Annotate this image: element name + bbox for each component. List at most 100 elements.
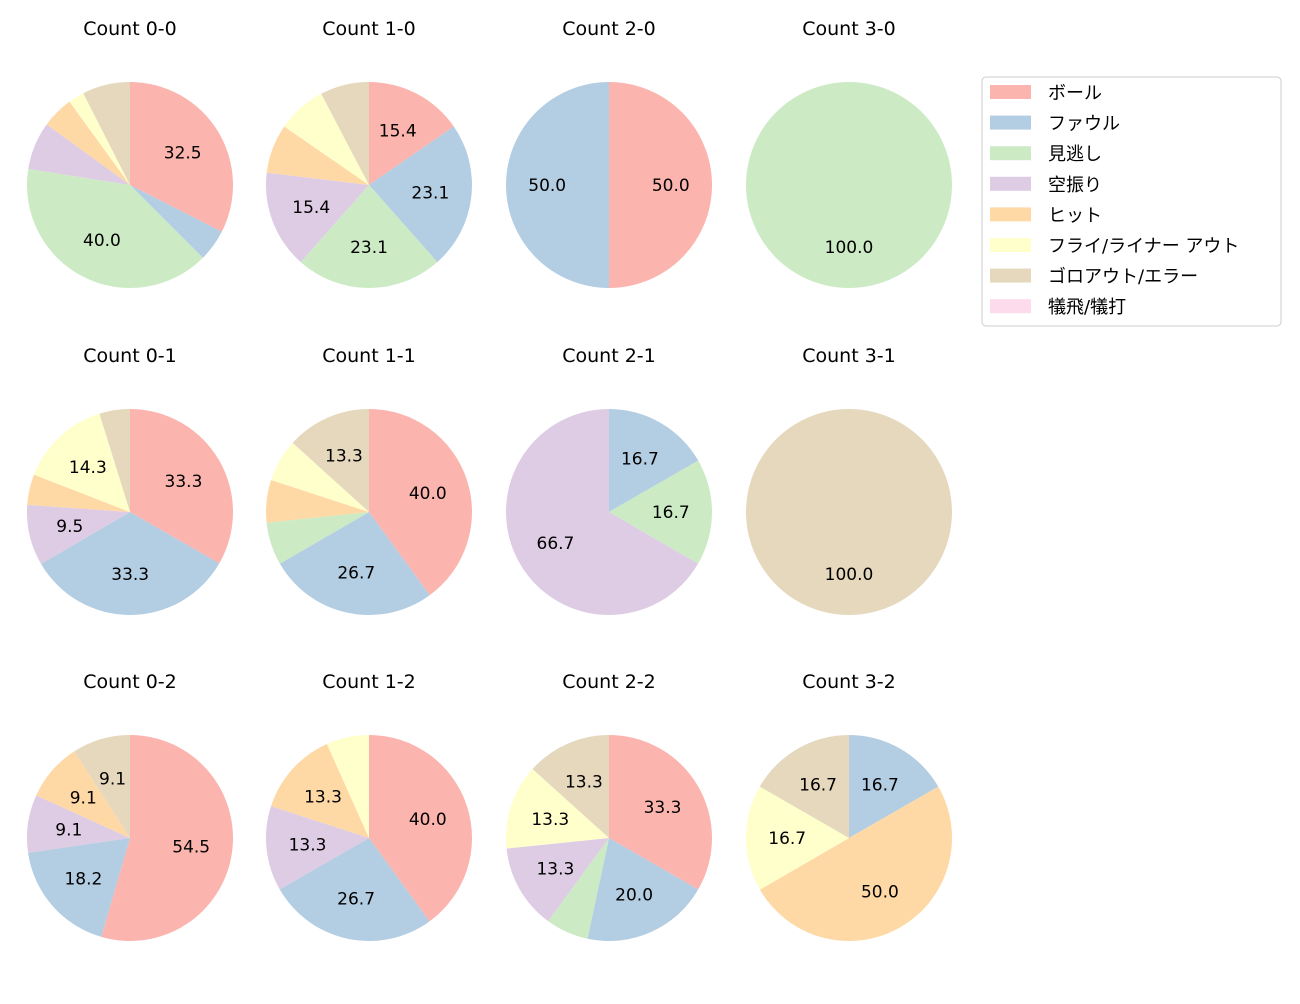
legend-label: ゴロアウト/エラー	[1048, 267, 1198, 288]
pie-slice	[26, 168, 203, 289]
pie-slice	[532, 735, 609, 838]
pie-chart: Count 3-2 16.7 50.0 16.7 16.7	[745, 671, 952, 941]
slice-value-label: 15.4	[379, 121, 417, 141]
pie-chart: Count 1-1 40.0 26.7 13.3	[266, 345, 472, 615]
pie-slice	[321, 82, 369, 185]
slice-value-label: 13.3	[531, 810, 569, 830]
pie-slice	[369, 126, 473, 263]
pie-slice	[266, 480, 369, 523]
slice-value-label: 40.0	[409, 484, 447, 504]
pie-slice	[609, 460, 712, 564]
slice-value-label: 23.1	[411, 183, 449, 203]
slice-value-label: 66.7	[537, 534, 575, 554]
slice-value-label: 15.4	[292, 198, 330, 218]
slice-value-label: 40.0	[83, 231, 121, 251]
slice-value-label: 13.3	[565, 773, 603, 793]
pie-slice	[369, 735, 473, 922]
slice-value-label: 26.7	[337, 889, 375, 909]
pie-slice	[271, 743, 369, 838]
slice-value-label: 33.3	[111, 565, 149, 585]
legend-label: ファウル	[1048, 114, 1120, 135]
pie-slice	[506, 409, 699, 615]
pie-chart: Count 2-2 33.3 20.0 13.3 13.3 13.3	[506, 671, 712, 941]
slice-value-label: 100.0	[825, 565, 874, 585]
pie-slice	[746, 409, 952, 615]
slice-value-label: 23.1	[350, 238, 388, 258]
pie-slice	[506, 838, 609, 922]
legend-swatch	[990, 85, 1031, 99]
legend-label: 空振り	[1048, 175, 1102, 196]
slice-value-label: 16.7	[861, 775, 899, 795]
pie-slice	[746, 82, 952, 288]
pie-slice	[587, 838, 699, 941]
slice-value-label: 16.7	[652, 503, 690, 523]
pie-slice	[284, 93, 369, 185]
pie-slice	[279, 838, 430, 942]
legend-label: ボール	[1048, 83, 1102, 104]
legend-swatch	[990, 176, 1031, 191]
pie-title: Count 2-0	[562, 18, 656, 40]
pie-slice	[609, 735, 712, 890]
pie-chart: Count 0-0 32.5 40.0	[26, 18, 233, 289]
slice-value-label: 54.5	[172, 838, 210, 858]
pie-slice	[266, 126, 369, 185]
pie-title: Count 0-2	[83, 671, 177, 693]
pie-slice	[292, 409, 369, 512]
legend-swatch	[990, 115, 1031, 130]
slice-value-label: 32.5	[164, 144, 202, 164]
pie-slice	[101, 735, 233, 942]
pie-chart: Count 1-0 15.4 23.1 23.1 15.4	[266, 18, 473, 288]
pie-slice	[506, 82, 609, 288]
pie-slice	[326, 735, 369, 838]
pie-slice	[33, 413, 130, 512]
legend-label: 見逃し	[1048, 144, 1102, 165]
pie-slice	[300, 185, 438, 288]
legend-label: ヒット	[1048, 205, 1102, 226]
pie-slice	[369, 82, 454, 185]
pie-title: Count 0-0	[83, 18, 177, 40]
pie-slice	[849, 735, 939, 838]
legend-swatch	[990, 299, 1031, 314]
pie-slice	[28, 124, 131, 185]
slice-value-label: 14.3	[69, 458, 107, 478]
slice-value-label: 13.3	[325, 447, 363, 467]
pie-slice	[69, 93, 130, 185]
pie-title: Count 3-0	[802, 18, 896, 40]
pie-slice	[130, 409, 234, 564]
legend-label: フライ/ライナー アウト	[1048, 236, 1239, 257]
pie-slice	[46, 101, 130, 185]
slice-value-label: 16.7	[768, 829, 806, 849]
slice-value-label: 20.0	[615, 885, 653, 905]
slice-value-label: 33.3	[165, 472, 203, 492]
pie-chart: Count 3-1 100.0	[746, 345, 952, 615]
pie-title: Count 2-2	[562, 671, 656, 693]
pie-slice	[83, 82, 130, 185]
pie-title: Count 0-1	[83, 345, 177, 367]
slice-value-label: 9.1	[55, 820, 82, 840]
pie-title: Count 1-2	[322, 671, 416, 693]
pie-slice	[26, 504, 130, 564]
slice-value-label: 9.1	[99, 770, 126, 790]
pie-slice	[27, 474, 131, 512]
pie-slice	[130, 82, 233, 232]
slice-value-label: 40.0	[409, 810, 447, 830]
slice-value-label: 16.7	[799, 775, 837, 795]
legend-swatch	[990, 268, 1031, 283]
pie-slice	[609, 82, 712, 288]
pie-slice	[74, 735, 130, 838]
legend-swatch	[990, 146, 1031, 161]
pie-title: Count 1-1	[322, 345, 416, 367]
slice-value-label: 50.0	[861, 883, 899, 903]
pie-slice	[609, 409, 699, 512]
pie-slice	[27, 795, 130, 853]
pie-title: Count 2-1	[562, 345, 656, 367]
pie-title: Count 3-2	[802, 671, 896, 693]
pie-slice	[759, 786, 952, 941]
pie-slice	[759, 735, 849, 838]
pie-slice	[41, 512, 220, 615]
pie-chart: Count 0-254.518.29.19.19.1	[27, 671, 233, 942]
pie-chart: Count 2-0 50.0 50.0	[506, 18, 712, 288]
